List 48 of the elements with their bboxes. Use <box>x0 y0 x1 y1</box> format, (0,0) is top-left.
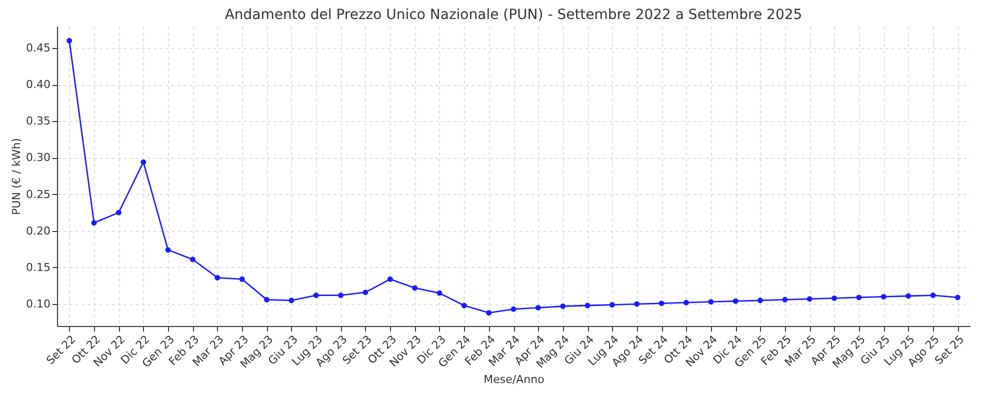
point <box>806 296 812 302</box>
point <box>584 302 590 308</box>
point <box>313 292 319 298</box>
point <box>140 159 146 165</box>
point <box>288 298 294 304</box>
point <box>609 302 615 308</box>
y-tick-label: 0.30 <box>26 151 50 164</box>
y-tick-label: 0.35 <box>26 114 50 128</box>
y-tick-label: 0.20 <box>26 224 50 238</box>
point <box>634 301 640 307</box>
point <box>387 276 393 282</box>
point <box>930 292 936 298</box>
point <box>658 300 664 306</box>
point <box>66 38 72 44</box>
y-tick-label: 0.15 <box>26 260 50 274</box>
y-tick-label: 0.40 <box>26 78 50 92</box>
point <box>510 306 516 312</box>
point <box>362 290 368 296</box>
point <box>758 298 763 304</box>
point <box>535 304 541 310</box>
point <box>116 210 122 216</box>
y-axis-title: PUN (€ / kWh) <box>10 138 24 215</box>
point <box>165 247 171 253</box>
point <box>190 256 196 262</box>
point <box>683 300 689 306</box>
point <box>461 302 467 308</box>
point <box>906 293 912 299</box>
point <box>239 276 245 282</box>
x-axis-title: Mese/Anno <box>484 373 545 386</box>
point <box>560 304 566 309</box>
point <box>880 294 886 300</box>
point <box>412 285 418 291</box>
point <box>708 299 714 305</box>
chart-title: Andamento del Prezzo Unico Nazionale (PUN) - Settembre 2022 a Settembre 2025 <box>224 7 802 23</box>
point <box>782 296 788 302</box>
point <box>264 296 270 302</box>
point <box>214 274 220 280</box>
point <box>91 220 97 226</box>
y-tick-label: 0.45 <box>26 41 50 54</box>
point <box>338 292 344 298</box>
point <box>436 290 442 296</box>
point <box>732 298 738 304</box>
point <box>856 294 862 300</box>
point <box>486 310 492 316</box>
point <box>954 294 960 300</box>
y-tick-label: 0.10 <box>26 298 50 311</box>
point <box>832 295 838 301</box>
y-tick-label: 0.25 <box>26 188 50 201</box>
